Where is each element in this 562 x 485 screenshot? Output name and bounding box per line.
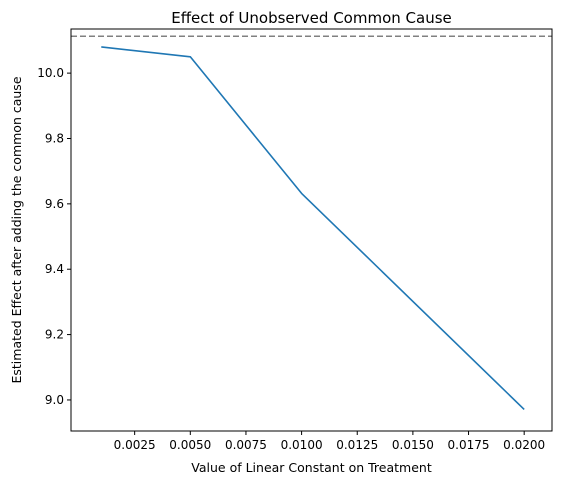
x-tick-label: 0.0150 <box>392 438 434 452</box>
x-tick-label: 0.0075 <box>225 438 267 452</box>
x-tick-label: 0.0200 <box>503 438 545 452</box>
chart-title: Effect of Unobserved Common Cause <box>171 9 452 27</box>
plot-marks <box>71 35 552 411</box>
y-tick-label: 9.8 <box>45 131 64 145</box>
x-tick-label: 0.0125 <box>336 438 378 452</box>
y-tick-label: 9.0 <box>45 393 64 407</box>
y-tick-label: 9.6 <box>45 197 64 211</box>
y-axis-label: Estimated Effect after adding the common… <box>9 76 24 383</box>
x-tick-label: 0.0100 <box>281 438 323 452</box>
x-axis-label: Value of Linear Constant on Treatment <box>191 460 432 475</box>
x-axis-ticks: 0.0025 0.0050 0.0075 0.0100 0.0125 0.0150 0.01… <box>114 431 545 452</box>
series-line-0 <box>101 46 525 411</box>
x-tick-label: 0.0050 <box>169 438 211 452</box>
x-tick-label: 0.0025 <box>114 438 156 452</box>
y-axis-ticks: 9.0 9.2 9.4 9.6 9.8 10.0 <box>37 66 71 407</box>
x-tick-label: 0.0175 <box>448 438 490 452</box>
plot-frame <box>70 28 553 432</box>
y-tick-label: 9.2 <box>45 328 64 342</box>
y-tick-label: 10.0 <box>37 66 64 80</box>
plot-background <box>71 29 552 431</box>
y-tick-label: 9.4 <box>45 262 64 276</box>
